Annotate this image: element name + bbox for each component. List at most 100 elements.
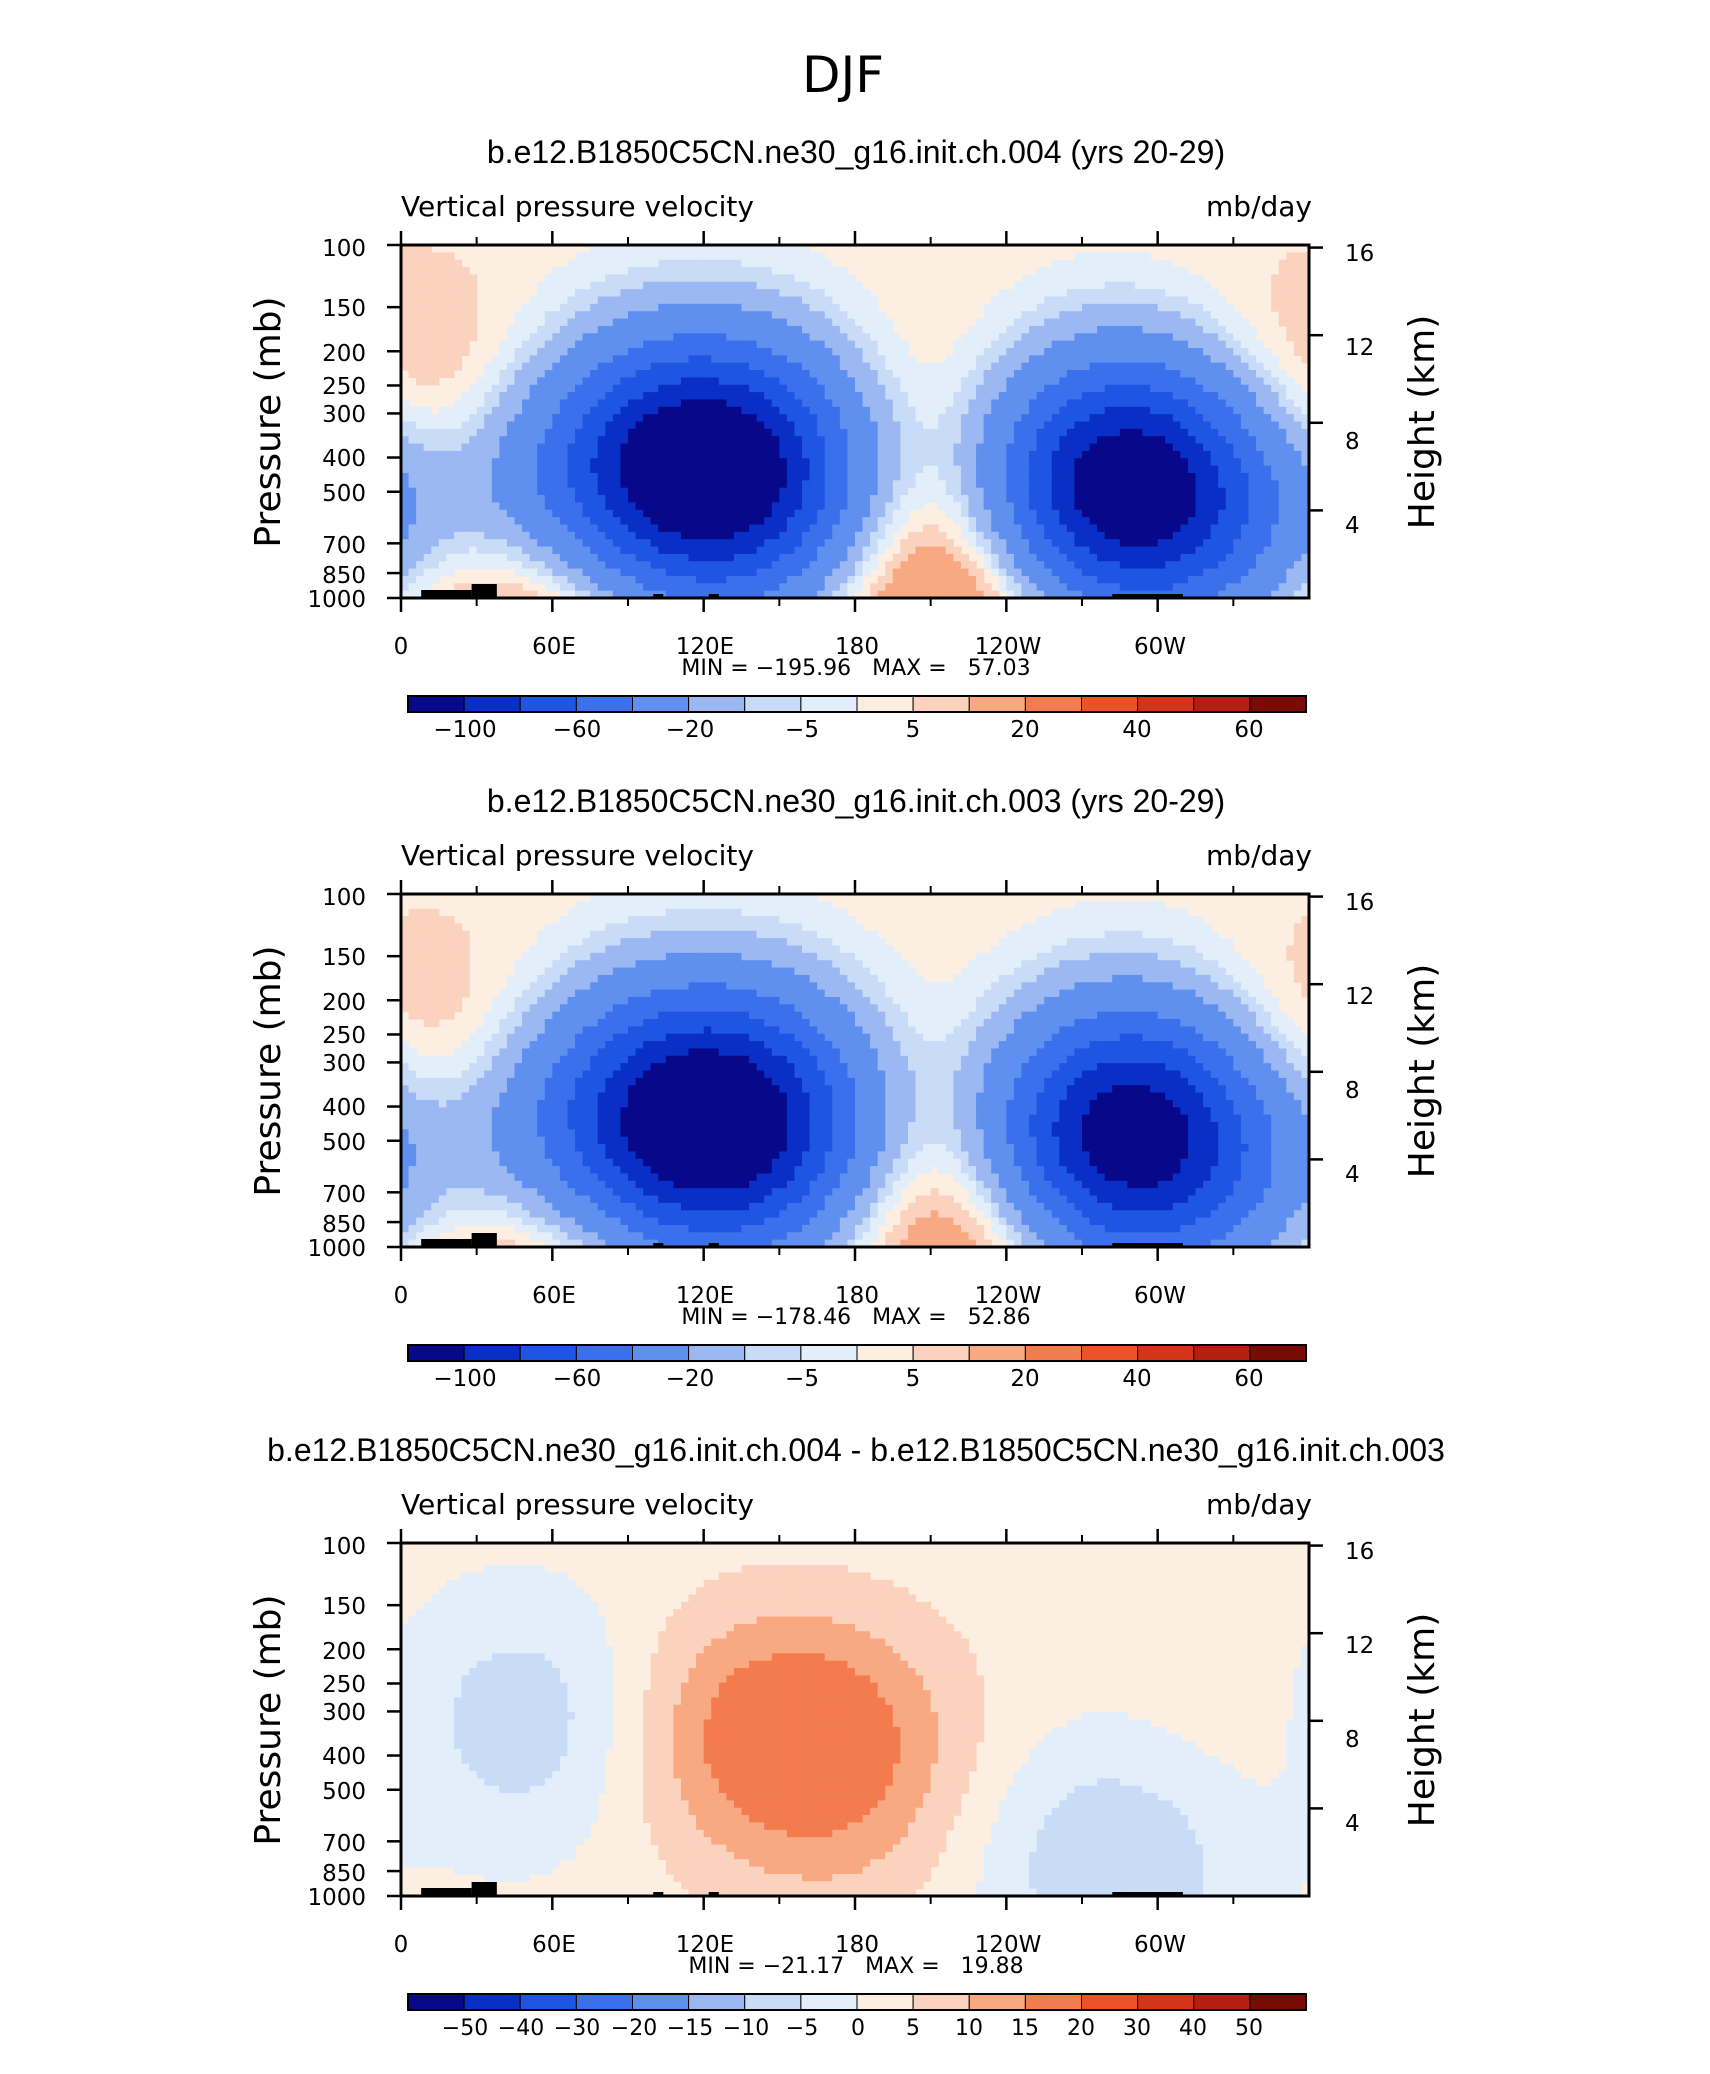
field-cell [650,436,659,445]
panel-title: b.e12.B1850C5CN.ne30_g16.init.ch.004 (yr… [487,134,1225,170]
field-cell [1006,392,1015,401]
field-cell [968,362,977,371]
field-cell [764,539,773,548]
field-cell [1089,465,1098,474]
field-cell [1074,303,1083,312]
field-cell [635,333,644,342]
field-cell [1210,399,1219,408]
field-cell [1172,406,1181,415]
field-cell [991,568,1000,577]
field-cell [1006,443,1015,452]
field-cell [453,553,463,562]
field-cell [688,325,697,334]
field-cell [1013,399,1023,408]
field-cell [907,428,917,437]
field-cell [703,539,712,548]
field-cell [680,333,690,342]
field-cell [1172,355,1181,364]
field-cell [741,377,750,386]
field-cell [870,487,879,496]
field-cell [597,311,606,320]
field-cell [817,370,826,378]
field-cell [1134,421,1144,430]
field-cell [862,472,871,481]
field-cell [779,303,788,312]
field-cell [559,414,569,423]
field-cell [537,311,546,320]
field-cell [749,340,758,349]
field-cell [567,303,576,312]
field-cell [612,333,622,342]
field-cell [1089,421,1098,430]
field-cell [892,414,901,423]
field-cell [680,443,690,452]
field-cell [885,384,894,393]
field-cell [1127,458,1136,467]
field-cell [703,524,712,533]
field-cell [612,458,622,467]
field-cell [688,509,697,518]
field-cell [862,318,871,327]
field-cell [522,553,531,562]
field-cell [665,311,674,320]
field-cell [597,340,606,349]
field-cell [711,553,720,562]
field-cell [771,436,780,445]
field-cell [779,428,788,437]
field-cell [802,399,811,408]
field-cell [1286,259,1295,268]
field-cell [832,436,841,445]
field-cell [1157,377,1166,386]
field-cell [680,546,690,555]
field-cell [741,465,750,474]
field-cell [733,311,743,320]
field-cell [506,347,516,356]
field-cell [635,414,644,423]
field-cell [741,370,750,378]
field-cell [469,311,478,320]
field-cell [1051,495,1060,503]
field-cell [741,245,750,253]
field-cell [514,362,523,371]
field-cell [983,531,992,540]
field-cell [582,495,591,503]
field-cell [484,362,493,371]
field-cell [628,274,637,283]
field-cell [628,289,637,298]
field-cell [537,289,546,298]
field-cell [612,362,622,371]
field-cell [1059,575,1068,584]
field-cell [771,318,780,327]
field-cell [1112,428,1121,437]
field-cell [696,362,705,371]
field-cell [559,531,569,540]
field-cell [575,443,584,452]
field-cell [438,487,447,496]
field-cell [976,333,985,342]
field-cell [499,384,508,393]
field-cell [817,392,826,401]
field-cell [438,517,447,526]
field-cell [453,546,463,555]
field-cell [537,443,546,452]
field-cell [726,281,735,290]
field-cell [438,495,447,503]
field-cell [514,318,523,327]
field-cell [953,443,962,452]
field-cell [915,590,924,599]
field-cell [1066,531,1076,540]
field-cell [839,267,849,276]
field-cell [862,399,871,408]
field-cell [1218,333,1227,342]
field-cell [794,539,803,548]
field-cell [567,517,576,526]
field-cell [1119,465,1128,474]
field-cell [923,399,932,408]
field-cell [1278,517,1287,526]
field-cell [605,553,614,562]
field-cell [756,509,765,518]
field-cell [756,325,765,334]
field-cell [575,495,584,503]
field-cell [998,509,1007,518]
field-cell [1278,274,1287,283]
